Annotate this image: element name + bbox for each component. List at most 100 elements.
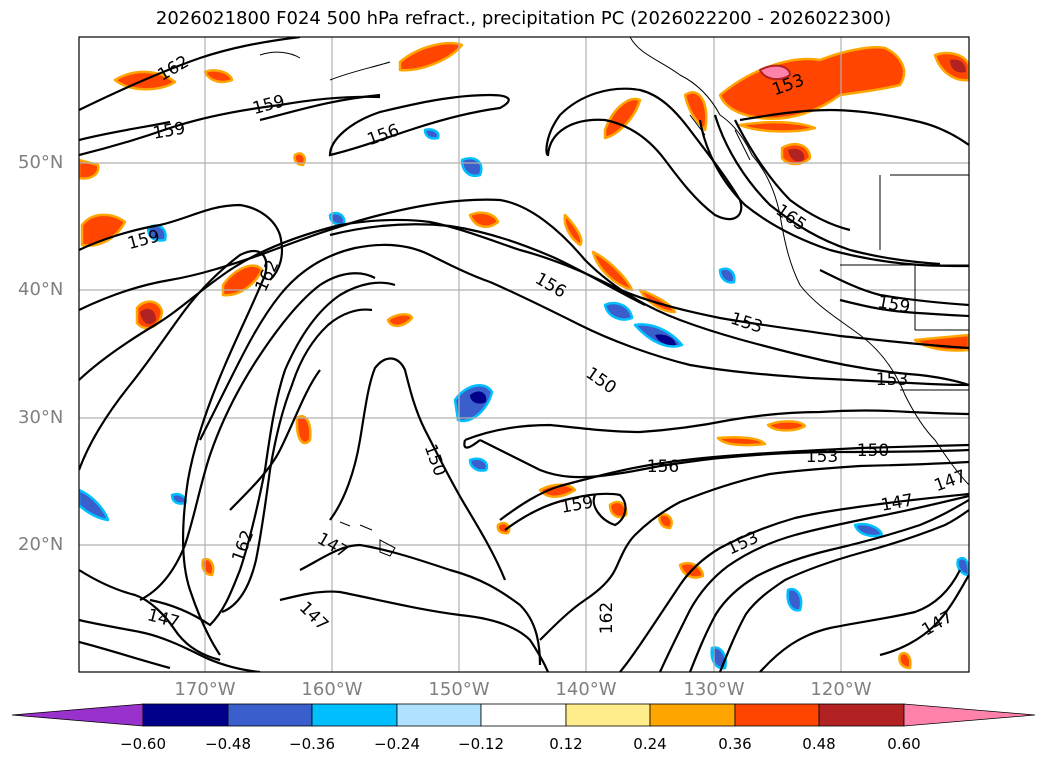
colorbar-segment (311, 703, 398, 727)
contour-line (299, 543, 542, 666)
contour-line (279, 590, 550, 672)
contour-label: 162 (252, 257, 284, 295)
colorbar-segment (565, 703, 651, 727)
precip-positive-area (295, 415, 312, 445)
precip-positive-area (608, 500, 628, 519)
colorbar-segment (480, 703, 567, 727)
contour-label: 150 (857, 441, 889, 461)
contour-line (79, 640, 171, 670)
precip-positive-area (201, 557, 215, 577)
contour-line (734, 119, 851, 232)
contour-line (688, 499, 969, 672)
graticule (79, 37, 969, 672)
contour-line (619, 492, 969, 672)
contour-line (658, 494, 969, 672)
contour-line (79, 93, 381, 142)
precip-negative-area (453, 384, 494, 423)
contour-label: 150 (420, 442, 450, 479)
precip-positive-area (898, 651, 912, 670)
contour-label: 156 (531, 269, 569, 303)
precip-negative-area (170, 493, 187, 505)
coastlines (259, 37, 969, 557)
colorbar-tick-label: 0.12 (549, 735, 583, 753)
colorbar-tick-label: 0.24 (633, 735, 667, 753)
lat-label: 20°N (18, 534, 64, 555)
precip-positive-area (683, 91, 708, 132)
contour-label: 162 (228, 528, 258, 565)
colorbar-segment (142, 703, 229, 727)
precip-strong-core (470, 391, 487, 404)
precip-negative-area (853, 523, 884, 538)
contour-line (698, 119, 969, 268)
precip-positive-area (80, 213, 127, 247)
contour-line (79, 250, 268, 656)
contour-line (79, 37, 301, 111)
precip-positive-area (221, 264, 264, 297)
precip-strong-core (655, 334, 676, 346)
contour-label: 156 (365, 120, 402, 150)
colorbar-tick-label: −0.48 (205, 735, 251, 753)
precip-negative-area (468, 457, 489, 472)
contour-line (739, 108, 969, 146)
contour-label: 153 (728, 309, 765, 338)
contour-line (545, 87, 743, 221)
precip-positive-area (398, 41, 464, 72)
precip-negative-area (423, 128, 440, 140)
contour-line (79, 618, 261, 672)
precip-positive-area (658, 513, 673, 530)
colorbar-extend-low (11, 703, 144, 727)
precip-positive-area (716, 436, 767, 447)
precip-negative-area (786, 587, 803, 612)
precip-positive-area (496, 521, 511, 535)
lon-label: 130°W (683, 679, 745, 700)
colorbar-segment (396, 703, 482, 727)
contour-line (759, 569, 961, 672)
precip-positive-area (563, 213, 583, 247)
contour-label: 153 (806, 447, 838, 467)
precip-positive-area (203, 69, 234, 84)
precip-positive-area (638, 288, 677, 314)
precip-positive-area (603, 97, 642, 140)
contour-line (229, 369, 321, 511)
precip-negative-area (79, 488, 110, 522)
precip-negative-area (603, 301, 634, 321)
precip-positive-area (468, 211, 500, 228)
precip-strong-core (788, 148, 805, 162)
precip-negative-area (710, 646, 727, 670)
contour-line (79, 198, 969, 387)
contour-line (464, 409, 969, 442)
contour-line (139, 272, 376, 601)
precip-positive-area (766, 420, 807, 432)
contour-line (149, 281, 396, 627)
colorbar-tick-label: −0.36 (289, 735, 335, 753)
contour-line (819, 269, 969, 307)
colorbar-segment (734, 703, 820, 727)
contour-line (713, 114, 941, 266)
colorbar-tick-label: 0.36 (718, 735, 752, 753)
lat-label: 50°N (18, 152, 64, 173)
contour-line (463, 439, 481, 449)
precip-negative-area (460, 157, 483, 177)
contour-line (479, 439, 969, 479)
lon-label: 160°W (301, 679, 363, 700)
colorbar-tick-label: −0.60 (120, 735, 166, 753)
contour-label: 153 (876, 370, 908, 390)
lon-label: 170°W (174, 679, 236, 700)
contour-line (329, 223, 646, 306)
colorbar-segment (227, 703, 313, 727)
contour-line (79, 569, 221, 662)
contour-line (328, 93, 510, 157)
colorbar-tick-label: −0.24 (374, 735, 420, 753)
contour-line (879, 574, 969, 657)
colorbar (11, 703, 1036, 727)
contour-label: 159 (151, 118, 186, 143)
colorbar-segment (818, 703, 905, 727)
chart-title: 2026021800 F024 500 hPa refract., precip… (155, 8, 892, 29)
lat-label: 40°N (18, 279, 64, 300)
colorbar-tick-label: 0.60 (887, 735, 921, 753)
contour-label: 147 (879, 490, 914, 515)
contour-label: 159 (559, 492, 594, 517)
precip-negative-area (718, 267, 736, 284)
precip-strong-core (759, 64, 791, 81)
